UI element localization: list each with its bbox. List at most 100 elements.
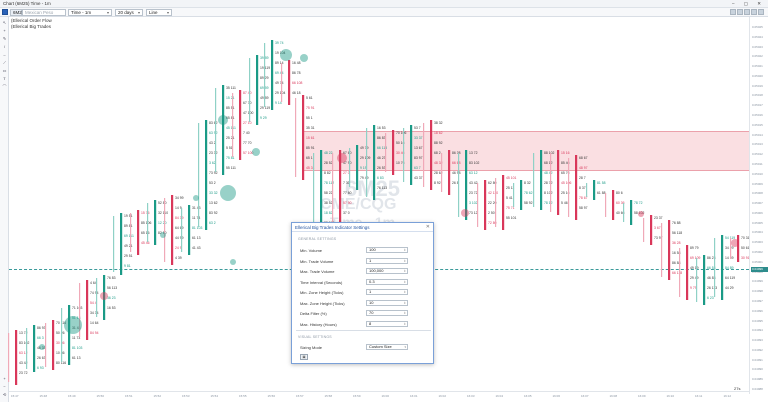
volume-profile-bar: [79, 283, 81, 337]
volume-profile-bar: [96, 278, 98, 317]
interval-select[interactable]: Time - 1m ▾: [68, 9, 112, 16]
big-trade-bubble[interactable]: [220, 185, 236, 201]
footprint-cell: 9 29: [260, 116, 267, 120]
big-trade-bubble[interactable]: [230, 259, 236, 265]
drawing-icon[interactable]: [730, 9, 736, 15]
footprint-cell: 5 51: [226, 146, 233, 150]
setting-input[interactable]: 10 ⇕: [366, 299, 408, 306]
setting-input[interactable]: 70 ⇕: [366, 310, 408, 316]
footprint-cell: 9 79: [690, 286, 697, 290]
indicator-icon[interactable]: [737, 9, 743, 15]
settings-icon[interactable]: [751, 9, 757, 15]
symbol-description-field[interactable]: Mexican Peso: [22, 9, 66, 16]
big-trade-bubble[interactable]: [160, 232, 166, 238]
big-trade-bubble[interactable]: [461, 209, 469, 217]
footprint-cell: 6 83: [377, 176, 384, 180]
footprint-cell: 31 43: [72, 326, 81, 330]
big-trade-bubble[interactable]: [100, 292, 108, 300]
legend-big-trades[interactable]: (Ellerical Big Trades: [11, 24, 52, 29]
current-price-label: 0.04999: [751, 267, 768, 272]
footprint-cell: 63 2: [209, 221, 216, 225]
candle-bar: [103, 275, 106, 320]
setting-input[interactable]: 100,000 ⇕: [366, 268, 408, 274]
time-tick-label: 15:58: [324, 394, 333, 398]
footprint-cell: 23 37: [654, 216, 663, 220]
big-trade-bubble[interactable]: [218, 115, 228, 125]
candle-bar: [392, 130, 395, 175]
footprint-cell: 16 58: [672, 251, 681, 255]
time-tick-label: 15:50: [96, 394, 105, 398]
hline-icon[interactable]: –: [3, 52, 6, 57]
footprint-cell: 45 31: [306, 166, 315, 170]
big-trade-bubble[interactable]: [300, 54, 308, 62]
candle-bar: [256, 55, 259, 125]
candle-bar: [430, 120, 433, 190]
candle-bar: [557, 150, 560, 215]
big-trade-bubble[interactable]: [39, 344, 45, 350]
footprint-cell: 53 2: [209, 181, 216, 185]
footprint-cell: 89 81: [124, 224, 133, 228]
price-axis[interactable]: 0.05025 0.05024 0.05023 0.05022 0.05021 0.050…: [749, 17, 768, 394]
setting-input[interactable]: 100 ⇕: [366, 247, 408, 253]
layout-icon[interactable]: [758, 9, 764, 15]
rectangle-icon[interactable]: ▭: [2, 68, 7, 73]
magnet-icon[interactable]: ⌒: [2, 84, 7, 89]
footprint-cell: 86 93: [37, 326, 46, 330]
volume-profile-bar: [623, 203, 625, 222]
zoom-in-icon[interactable]: +: [3, 376, 6, 381]
footprint-cell: 23 32: [209, 151, 218, 155]
days-select[interactable]: 20 days ▾: [115, 9, 143, 16]
footprint-cell: 5 41: [506, 196, 513, 200]
time-axis[interactable]: 15:47 15:48 15:49 15:50 15:51 15:52 15:53 15:54…: [9, 391, 749, 402]
big-trade-bubble[interactable]: [638, 211, 644, 217]
candle-bar: [502, 175, 505, 230]
price-tick-label: 0.05020: [752, 73, 763, 78]
footprint-cell: 2 50: [488, 211, 495, 215]
menu-icon[interactable]: [2, 9, 8, 15]
style-select[interactable]: Line ▾: [146, 9, 172, 16]
pencil-icon[interactable]: ✎: [2, 36, 7, 41]
chevron-down-icon: ▾: [166, 10, 169, 15]
reset-icon[interactable]: ⟲: [2, 392, 7, 397]
time-tick-label: 15:56: [267, 394, 276, 398]
close-icon[interactable]: ✕: [425, 224, 430, 230]
candle-bar: [188, 205, 191, 255]
zoom-out-icon[interactable]: −: [3, 384, 6, 389]
big-trade-bubble[interactable]: [731, 239, 739, 247]
legend-order-flow[interactable]: (Ellerical Order Flow: [11, 18, 52, 23]
setting-input[interactable]: 1 ⇕: [366, 257, 408, 264]
footprint-cell: 43 37: [414, 176, 423, 180]
chart-toolbar: 6M25 Mexican Peso Time - 1m ▾ 20 days ▾ Li…: [0, 8, 768, 17]
big-trade-bubble[interactable]: [252, 148, 260, 156]
spinner-icon: ⇕: [403, 269, 406, 273]
window-controls[interactable]: – ▢ ✕: [731, 1, 765, 6]
setting-input[interactable]: 0.3 ⇕: [366, 278, 408, 285]
footprint-cell: 33 32: [209, 191, 218, 195]
template-icon[interactable]: [744, 9, 750, 15]
big-trade-bubble[interactable]: [280, 49, 292, 61]
text-icon[interactable]: T: [3, 76, 6, 81]
setting-input[interactable]: 8 ⇕: [366, 320, 408, 327]
setting-input[interactable]: 1 ⇕: [366, 289, 408, 295]
trend-icon[interactable]: ⟋: [3, 60, 6, 65]
footprint-cell: 48 42: [544, 171, 553, 175]
candle-bar: [15, 330, 18, 385]
symbol-input[interactable]: 6M25: [10, 9, 24, 16]
cursor-icon[interactable]: ↖: [2, 20, 7, 25]
candle-bar: [448, 150, 451, 195]
crosshair-icon[interactable]: +: [3, 28, 6, 33]
save-icon[interactable]: ▣: [300, 354, 308, 360]
time-tick-label: 16:03: [467, 394, 475, 398]
footprint-cell: 35 31: [306, 126, 315, 130]
setting-label: Min. Trade Volume: [300, 258, 334, 264]
volume-profile-bar: [679, 248, 681, 297]
line-icon[interactable]: /: [3, 44, 6, 49]
footprint-cell: 32 110: [158, 211, 168, 215]
footprint-cell: 10 76: [396, 161, 405, 165]
sizing-mode-select[interactable]: Custom Size ▾: [366, 344, 408, 350]
time-tick-label: 15:59: [353, 394, 361, 398]
big-trade-bubble[interactable]: [193, 195, 199, 201]
big-trade-bubble[interactable]: [64, 316, 82, 334]
big-trade-bubble[interactable]: [337, 153, 347, 163]
